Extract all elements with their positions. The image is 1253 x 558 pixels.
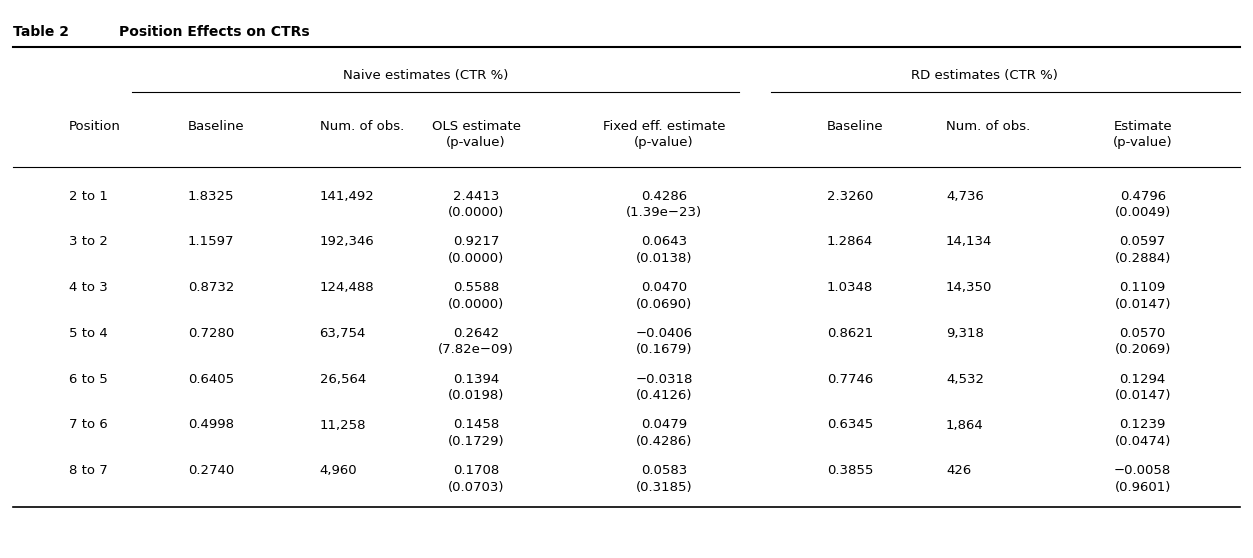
Text: 0.1458
(0.1729): 0.1458 (0.1729): [447, 418, 505, 448]
Text: 1,864: 1,864: [946, 418, 984, 431]
Text: 11,258: 11,258: [320, 418, 366, 431]
Text: 4,736: 4,736: [946, 190, 984, 203]
Text: 4,960: 4,960: [320, 464, 357, 477]
Text: −0.0058
(0.9601): −0.0058 (0.9601): [1114, 464, 1172, 494]
Text: Fixed eff. estimate
(p-value): Fixed eff. estimate (p-value): [603, 120, 725, 149]
Text: −0.0318
(0.4126): −0.0318 (0.4126): [635, 373, 693, 402]
Text: 426: 426: [946, 464, 971, 477]
Text: 0.8732: 0.8732: [188, 281, 234, 294]
Text: Position Effects on CTRs: Position Effects on CTRs: [119, 25, 309, 39]
Text: 0.0643
(0.0138): 0.0643 (0.0138): [635, 235, 693, 265]
Text: 0.1109
(0.0147): 0.1109 (0.0147): [1114, 281, 1172, 311]
Text: 1.2864: 1.2864: [827, 235, 873, 248]
Text: 5 to 4: 5 to 4: [69, 327, 108, 340]
Text: 0.3855: 0.3855: [827, 464, 873, 477]
Text: 1.1597: 1.1597: [188, 235, 234, 248]
Text: 0.1294
(0.0147): 0.1294 (0.0147): [1114, 373, 1172, 402]
Text: 0.6405: 0.6405: [188, 373, 234, 386]
Text: Num. of obs.: Num. of obs.: [946, 120, 1030, 133]
Text: 0.2642
(7.82e−09): 0.2642 (7.82e−09): [439, 327, 514, 357]
Text: 0.4998: 0.4998: [188, 418, 234, 431]
Text: 0.7746: 0.7746: [827, 373, 873, 386]
Text: Estimate
(p-value): Estimate (p-value): [1113, 120, 1173, 149]
Text: 3 to 2: 3 to 2: [69, 235, 108, 248]
Text: 8 to 7: 8 to 7: [69, 464, 108, 477]
Text: 2.4413
(0.0000): 2.4413 (0.0000): [449, 190, 504, 219]
Text: 4,532: 4,532: [946, 373, 984, 386]
Text: Table 2: Table 2: [13, 25, 69, 39]
Text: 14,134: 14,134: [946, 235, 992, 248]
Text: 63,754: 63,754: [320, 327, 366, 340]
Text: Position: Position: [69, 120, 120, 133]
Text: Naive estimates (CTR %): Naive estimates (CTR %): [343, 69, 509, 82]
Text: 0.1239
(0.0474): 0.1239 (0.0474): [1115, 418, 1170, 448]
Text: OLS estimate
(p-value): OLS estimate (p-value): [431, 120, 521, 149]
Text: 192,346: 192,346: [320, 235, 375, 248]
Text: 0.7280: 0.7280: [188, 327, 234, 340]
Text: 0.8621: 0.8621: [827, 327, 873, 340]
Text: −0.0406
(0.1679): −0.0406 (0.1679): [635, 327, 693, 357]
Text: 0.4796
(0.0049): 0.4796 (0.0049): [1115, 190, 1170, 219]
Text: Baseline: Baseline: [188, 120, 244, 133]
Text: 26,564: 26,564: [320, 373, 366, 386]
Text: 0.2740: 0.2740: [188, 464, 234, 477]
Text: 6 to 5: 6 to 5: [69, 373, 108, 386]
Text: 0.0479
(0.4286): 0.0479 (0.4286): [637, 418, 692, 448]
Text: 0.6345: 0.6345: [827, 418, 873, 431]
Text: 0.1708
(0.0703): 0.1708 (0.0703): [447, 464, 505, 494]
Text: 4 to 3: 4 to 3: [69, 281, 108, 294]
Text: 0.0597
(0.2884): 0.0597 (0.2884): [1115, 235, 1170, 265]
Text: 1.8325: 1.8325: [188, 190, 234, 203]
Text: 2.3260: 2.3260: [827, 190, 873, 203]
Text: RD estimates (CTR %): RD estimates (CTR %): [911, 69, 1059, 82]
Text: 0.1394
(0.0198): 0.1394 (0.0198): [449, 373, 504, 402]
Text: 0.5588
(0.0000): 0.5588 (0.0000): [449, 281, 504, 311]
Text: 14,350: 14,350: [946, 281, 992, 294]
Text: 7 to 6: 7 to 6: [69, 418, 108, 431]
Text: 0.0470
(0.0690): 0.0470 (0.0690): [637, 281, 692, 311]
Text: Num. of obs.: Num. of obs.: [320, 120, 403, 133]
Text: 141,492: 141,492: [320, 190, 375, 203]
Text: 1.0348: 1.0348: [827, 281, 873, 294]
Text: 124,488: 124,488: [320, 281, 375, 294]
Text: 0.0570
(0.2069): 0.0570 (0.2069): [1115, 327, 1170, 357]
Text: 2 to 1: 2 to 1: [69, 190, 108, 203]
Text: 0.0583
(0.3185): 0.0583 (0.3185): [635, 464, 693, 494]
Text: 9,318: 9,318: [946, 327, 984, 340]
Text: 0.4286
(1.39e−23): 0.4286 (1.39e−23): [626, 190, 702, 219]
Text: 0.9217
(0.0000): 0.9217 (0.0000): [449, 235, 504, 265]
Text: Baseline: Baseline: [827, 120, 883, 133]
